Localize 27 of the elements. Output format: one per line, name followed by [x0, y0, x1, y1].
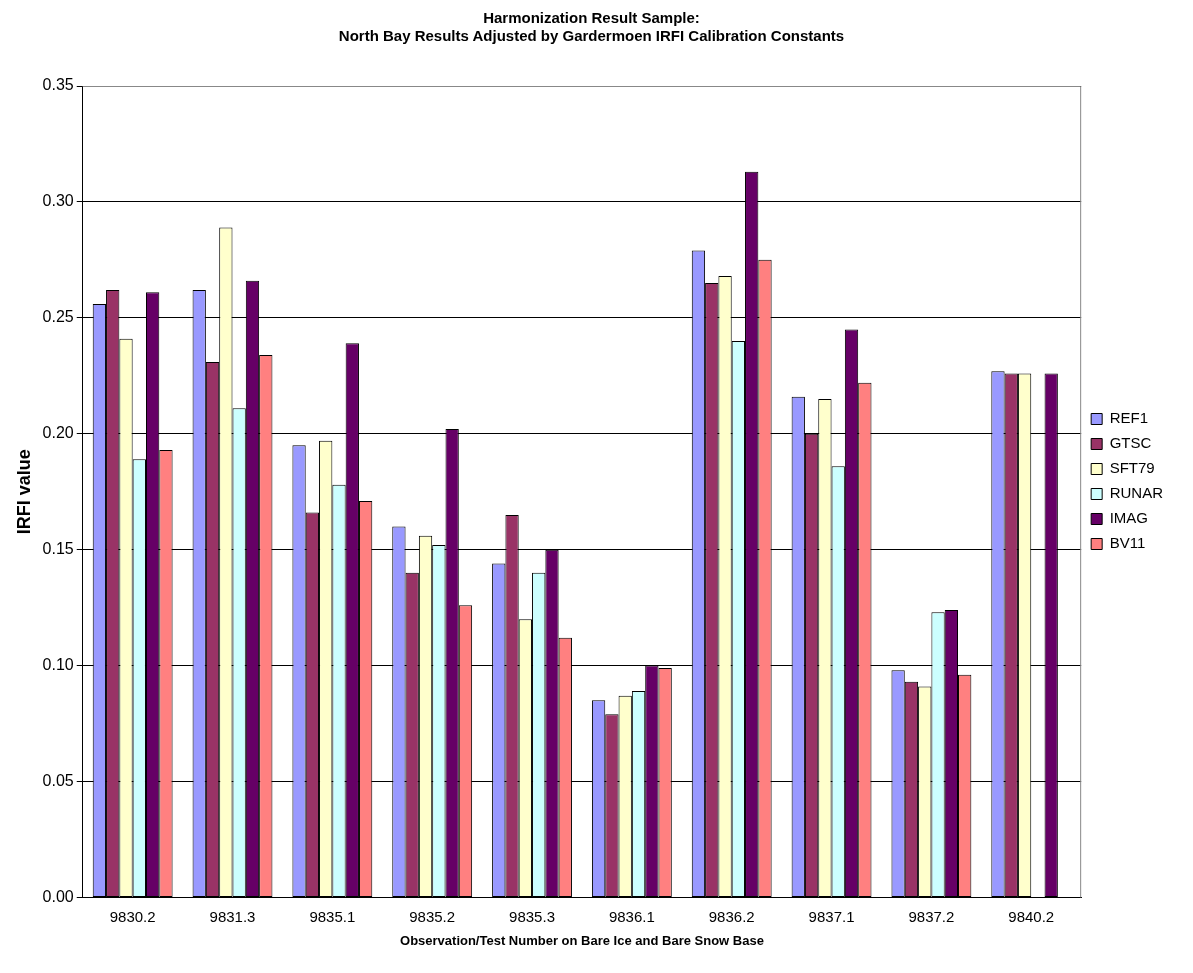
y-tick-label: 0.30 [42, 192, 74, 210]
x-axis-title: Observation/Test Number on Bare Ice and Bare Snow Base [400, 932, 764, 948]
x-tick-label: 9837.2 [908, 907, 955, 925]
x-tick-label: 9830.2 [109, 907, 156, 925]
x-tick-label: 9837.1 [808, 907, 855, 925]
chart-title: Harmonization Result Sample: North Bay Results Adjusted by Gardermoen IRFI Calibration Constants [338, 9, 845, 45]
y-tick-label: 0.25 [42, 308, 74, 326]
y-axis-title: IRFI value [13, 449, 34, 535]
legend-label: IMAG [1109, 509, 1149, 527]
y-tick-label: 0.05 [42, 771, 74, 789]
legend-label: SFT79 [1109, 459, 1155, 477]
legend-label: GTSC [1109, 434, 1152, 452]
x-tick-label: 9835.2 [409, 907, 456, 925]
legend-label: REF1 [1109, 409, 1149, 427]
legend-label: RUNAR [1109, 484, 1164, 502]
x-tick-label: 9831.3 [209, 907, 256, 925]
x-tick-label: 9835.3 [509, 907, 555, 925]
y-tick-label: 0.35 [42, 76, 74, 94]
y-tick-label: 0.00 [42, 887, 74, 905]
y-tick-label: 0.15 [42, 540, 74, 558]
x-tick-label: 9836.2 [708, 907, 755, 925]
y-tick-label: 0.20 [42, 424, 74, 442]
x-tick-label: 9836.1 [608, 907, 655, 925]
y-tick-label: 0.10 [42, 655, 74, 673]
x-tick-label: 9840.2 [1008, 907, 1055, 925]
legend-label: BV11 [1109, 534, 1146, 552]
x-tick-label: 9835.1 [309, 907, 356, 925]
